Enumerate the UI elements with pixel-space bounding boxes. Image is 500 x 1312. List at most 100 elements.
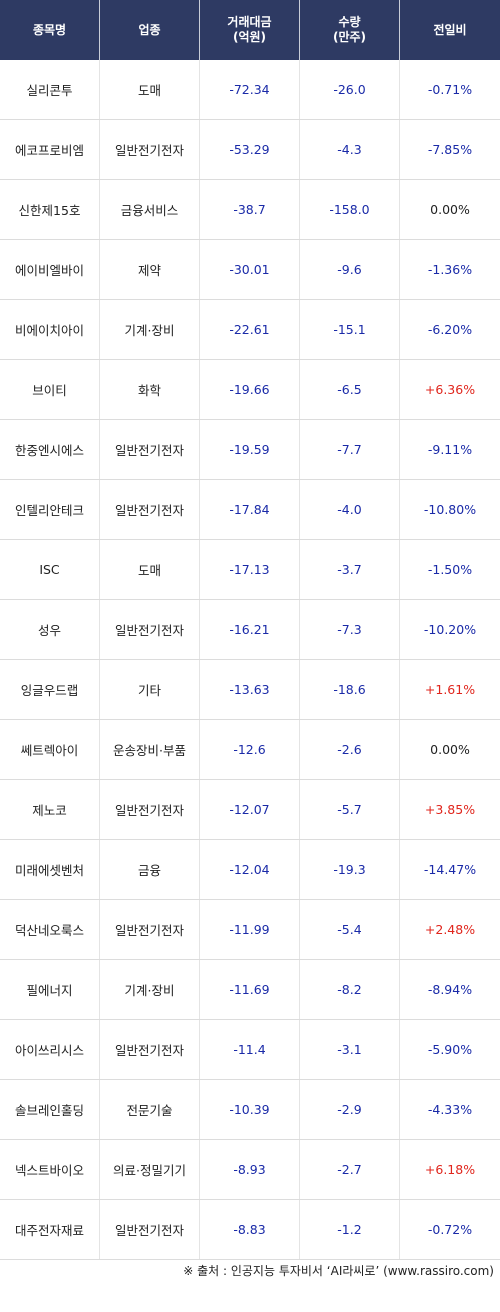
table-row: 한중엔시에스 일반전기전자 -19.59 -7.7 -9.11%	[0, 420, 500, 480]
trade-amount: -72.34	[200, 60, 300, 119]
trade-amount: -30.01	[200, 240, 300, 299]
table-row: 아이쓰리시스 일반전기전자 -11.4 -3.1 -5.90%	[0, 1020, 500, 1080]
stock-name: 인텔리안테크	[0, 480, 100, 539]
stock-name: 미래에셋벤처	[0, 840, 100, 899]
stock-sector: 일반전기전자	[100, 900, 200, 959]
price-change: 0.00%	[430, 742, 470, 757]
price-change: -7.85%	[427, 142, 473, 157]
header-amount: 거래대금 (억원)	[200, 0, 300, 60]
trade-volume: -4.3	[300, 120, 400, 179]
header-name: 종목명	[0, 0, 100, 60]
price-change: -0.72%	[427, 1222, 473, 1237]
table-row: 쎄트렉아이 운송장비·부품 -12.6 -2.6 0.00%	[0, 720, 500, 780]
table-row: 신한제15호 금융서비스 -38.7 -158.0 0.00%	[0, 180, 500, 240]
trade-volume: -26.0	[300, 60, 400, 119]
trade-amount: -17.84	[200, 480, 300, 539]
trade-volume: -3.7	[300, 540, 400, 599]
stock-sector: 기계·장비	[100, 300, 200, 359]
table-row: 에이비엘바이 제약 -30.01 -9.6 -1.36%	[0, 240, 500, 300]
table-row: 넥스트바이오 의료·정밀기기 -8.93 -2.7 +6.18%	[0, 1140, 500, 1200]
trade-amount: -19.59	[200, 420, 300, 479]
price-change: +6.18%	[424, 1162, 476, 1177]
price-change: +2.48%	[424, 922, 476, 937]
price-change: 0.00%	[430, 202, 470, 217]
price-change: -8.94%	[427, 982, 473, 997]
stock-name: 제노코	[0, 780, 100, 839]
stock-sector: 전문기술	[100, 1080, 200, 1139]
stock-name: 에코프로비엠	[0, 120, 100, 179]
price-change: -1.36%	[427, 262, 473, 277]
price-change: -4.33%	[427, 1102, 473, 1117]
table-row: 솔브레인홀딩 전문기술 -10.39 -2.9 -4.33%	[0, 1080, 500, 1140]
price-change: -0.71%	[427, 82, 473, 97]
trade-amount: -10.39	[200, 1080, 300, 1139]
stock-name: 한중엔시에스	[0, 420, 100, 479]
stock-name: 신한제15호	[0, 180, 100, 239]
stock-name: 성우	[0, 600, 100, 659]
stock-name: 대주전자재료	[0, 1200, 100, 1259]
trade-amount: -12.04	[200, 840, 300, 899]
price-change: -6.20%	[427, 322, 473, 337]
price-change: -1.50%	[427, 562, 473, 577]
table-header: 종목명 업종 거래대금 (억원) 수량 (만주) 전일비	[0, 0, 500, 60]
stock-sector: 기계·장비	[100, 960, 200, 1019]
trade-volume: -18.6	[300, 660, 400, 719]
table-row: 덕산네오룩스 일반전기전자 -11.99 -5.4 +2.48%	[0, 900, 500, 960]
table-row: 제노코 일반전기전자 -12.07 -5.7 +3.85%	[0, 780, 500, 840]
trade-amount: -12.6	[200, 720, 300, 779]
table-row: 대주전자재료 일반전기전자 -8.83 -1.2 -0.72%	[0, 1200, 500, 1260]
header-volume-label: 수량	[338, 15, 361, 29]
price-change: -10.20%	[423, 622, 477, 637]
stock-sector: 금융서비스	[100, 180, 200, 239]
trade-volume: -5.7	[300, 780, 400, 839]
table-row: 미래에셋벤처 금융 -12.04 -19.3 -14.47%	[0, 840, 500, 900]
table-row: 필에너지 기계·장비 -11.69 -8.2 -8.94%	[0, 960, 500, 1020]
header-volume: 수량 (만주)	[300, 0, 400, 60]
price-change: -5.90%	[427, 1042, 473, 1057]
table-row: 비에이치아이 기계·장비 -22.61 -15.1 -6.20%	[0, 300, 500, 360]
price-change: -14.47%	[423, 862, 477, 877]
stock-sector: 운송장비·부품	[100, 720, 200, 779]
price-change: +6.36%	[424, 382, 476, 397]
stock-sector: 제약	[100, 240, 200, 299]
trade-volume: -7.3	[300, 600, 400, 659]
stock-name: 비에이치아이	[0, 300, 100, 359]
trade-amount: -11.99	[200, 900, 300, 959]
table-row: ISC 도매 -17.13 -3.7 -1.50%	[0, 540, 500, 600]
header-amount-unit: (억원)	[232, 30, 267, 44]
trade-amount: -19.66	[200, 360, 300, 419]
trade-volume: -2.9	[300, 1080, 400, 1139]
table-body: 실리콘투 도매 -72.34 -26.0 -0.71% 에코프로비엠 일반전기전자 -53.2…	[0, 60, 500, 1260]
trade-volume: -158.0	[300, 180, 400, 239]
trade-volume: -3.1	[300, 1020, 400, 1079]
price-change: -9.11%	[427, 442, 473, 457]
trade-amount: -12.07	[200, 780, 300, 839]
trade-volume: -5.4	[300, 900, 400, 959]
table-row: 성우 일반전기전자 -16.21 -7.3 -10.20%	[0, 600, 500, 660]
stock-name: 브이티	[0, 360, 100, 419]
trade-amount: -8.83	[200, 1200, 300, 1259]
trade-volume: -19.3	[300, 840, 400, 899]
stock-sector: 일반전기전자	[100, 480, 200, 539]
stock-sector: 일반전기전자	[100, 1020, 200, 1079]
stock-sector: 일반전기전자	[100, 120, 200, 179]
stock-table: 종목명 업종 거래대금 (억원) 수량 (만주) 전일비 실리콘투 도매 -72.3…	[0, 0, 500, 1260]
price-change: -10.80%	[423, 502, 477, 517]
trade-amount: -17.13	[200, 540, 300, 599]
trade-volume: -7.7	[300, 420, 400, 479]
trade-volume: -2.6	[300, 720, 400, 779]
trade-amount: -53.29	[200, 120, 300, 179]
header-amount-label: 거래대금	[227, 15, 272, 29]
trade-volume: -15.1	[300, 300, 400, 359]
trade-volume: -2.7	[300, 1140, 400, 1199]
stock-sector: 화학	[100, 360, 200, 419]
stock-sector: 도매	[100, 60, 200, 119]
stock-name: 솔브레인홀딩	[0, 1080, 100, 1139]
header-sector: 업종	[100, 0, 200, 60]
stock-name: 실리콘투	[0, 60, 100, 119]
trade-amount: -13.63	[200, 660, 300, 719]
trade-amount: -11.69	[200, 960, 300, 1019]
table-row: 인텔리안테크 일반전기전자 -17.84 -4.0 -10.80%	[0, 480, 500, 540]
stock-sector: 일반전기전자	[100, 600, 200, 659]
stock-sector: 의료·정밀기기	[100, 1140, 200, 1199]
